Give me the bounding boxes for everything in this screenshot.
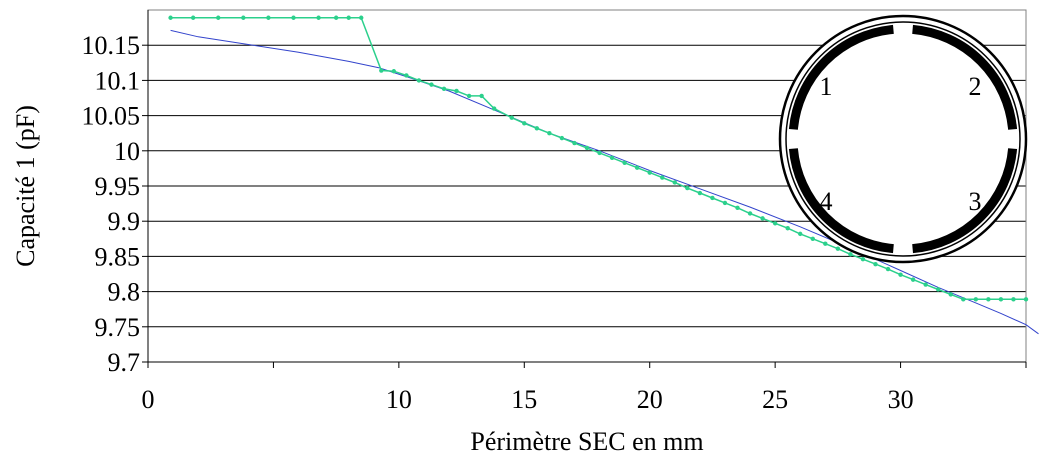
outer-ring	[778, 14, 1028, 264]
data-point	[559, 135, 565, 141]
electrode-label-1: 1	[820, 72, 833, 101]
data-point	[873, 261, 878, 267]
data-point	[441, 86, 447, 92]
data-point	[168, 15, 173, 20]
data-point	[747, 211, 753, 216]
data-point	[722, 200, 728, 206]
x-tick-label: 10	[386, 385, 412, 414]
x-tick-label: 20	[637, 385, 663, 414]
y-tick-label: 9.85	[95, 242, 141, 271]
electrode-arcs	[788, 24, 1018, 254]
electrode-arc	[912, 24, 1018, 130]
y-tick-label: 10.15	[82, 31, 141, 60]
data-point	[685, 185, 690, 191]
data-point	[584, 145, 590, 151]
data-point	[672, 180, 677, 185]
data-point	[346, 15, 351, 20]
x-axis-title: Périmètre SEC en mm	[470, 427, 703, 456]
data-point	[291, 15, 296, 20]
data-point	[910, 277, 916, 282]
data-point	[316, 15, 321, 20]
data-point	[948, 292, 953, 297]
data-point	[986, 297, 991, 302]
data-point	[785, 226, 790, 231]
data-point	[760, 216, 765, 221]
data-point	[391, 69, 397, 74]
data-point	[454, 88, 459, 94]
electrode-label-4: 4	[820, 187, 833, 216]
data-point	[823, 241, 828, 246]
data-point	[961, 297, 966, 302]
data-point	[534, 126, 540, 131]
data-point	[416, 78, 422, 83]
data-point	[998, 297, 1004, 302]
data-point	[429, 82, 434, 87]
data-point	[241, 15, 246, 20]
data-point	[660, 175, 665, 180]
data-point	[479, 93, 484, 99]
x-tick-label: 15	[511, 385, 537, 414]
x-tick-label: 0	[142, 385, 155, 414]
data-point	[359, 15, 364, 20]
data-point	[735, 205, 740, 211]
x-tick-label: 30	[888, 385, 914, 414]
y-tick-label: 9.95	[95, 172, 141, 201]
data-point	[772, 221, 778, 226]
y-tick-label: 10.1	[95, 66, 141, 95]
electrode-arc	[788, 148, 894, 254]
data-point	[936, 287, 941, 292]
data-point	[848, 252, 853, 257]
data-point	[710, 195, 715, 201]
series-group	[168, 15, 1039, 335]
data-point	[885, 266, 891, 272]
data-point	[404, 73, 409, 78]
y-tick-label: 9.8	[108, 278, 141, 307]
data-point	[810, 236, 815, 241]
electrode-arc	[788, 24, 894, 130]
data-point	[647, 170, 652, 175]
data-point	[266, 15, 271, 20]
data-point	[634, 165, 640, 170]
data-point	[572, 140, 577, 146]
data-point	[522, 121, 527, 126]
y-tick-label: 9.75	[95, 313, 141, 342]
sensor-electrode-diagram: 1 2 3 4	[778, 14, 1028, 264]
data-point	[491, 106, 497, 111]
y-axis: 9.7 9.75 9.8 9.85 9.9 9.95 10 10.05 10.1 10.15	[82, 10, 149, 377]
data-point	[835, 246, 841, 251]
data-point	[1011, 297, 1016, 302]
data-point	[798, 231, 803, 237]
electrode-label-3: 3	[969, 187, 982, 216]
data-point	[190, 15, 196, 20]
y-tick-label: 9.7	[108, 348, 141, 377]
data-point	[597, 150, 602, 156]
data-point	[1023, 297, 1029, 302]
data-point	[216, 15, 221, 20]
y-tick-label: 9.9	[108, 207, 141, 236]
data-point	[622, 160, 627, 165]
electrode-label-2: 2	[969, 72, 982, 101]
x-tick-label: 25	[762, 385, 788, 414]
x-axis: 0 10 15 20 25 30	[142, 361, 1027, 414]
y-tick-label: 10	[114, 137, 140, 166]
inner-ring	[785, 21, 1021, 257]
y-tick-label: 10.05	[82, 102, 141, 131]
y-axis-title: Capacité 1 (pF)	[11, 105, 40, 267]
data-point	[466, 93, 472, 99]
data-point	[973, 297, 979, 302]
data-point	[860, 257, 866, 262]
electrode-arc	[912, 148, 1018, 254]
data-point	[509, 115, 514, 120]
data-point	[609, 155, 615, 161]
data-point	[333, 15, 339, 20]
data-point	[379, 68, 384, 73]
data-point	[898, 272, 903, 277]
data-point	[547, 131, 552, 136]
data-point	[923, 282, 928, 287]
data-point	[697, 190, 703, 196]
